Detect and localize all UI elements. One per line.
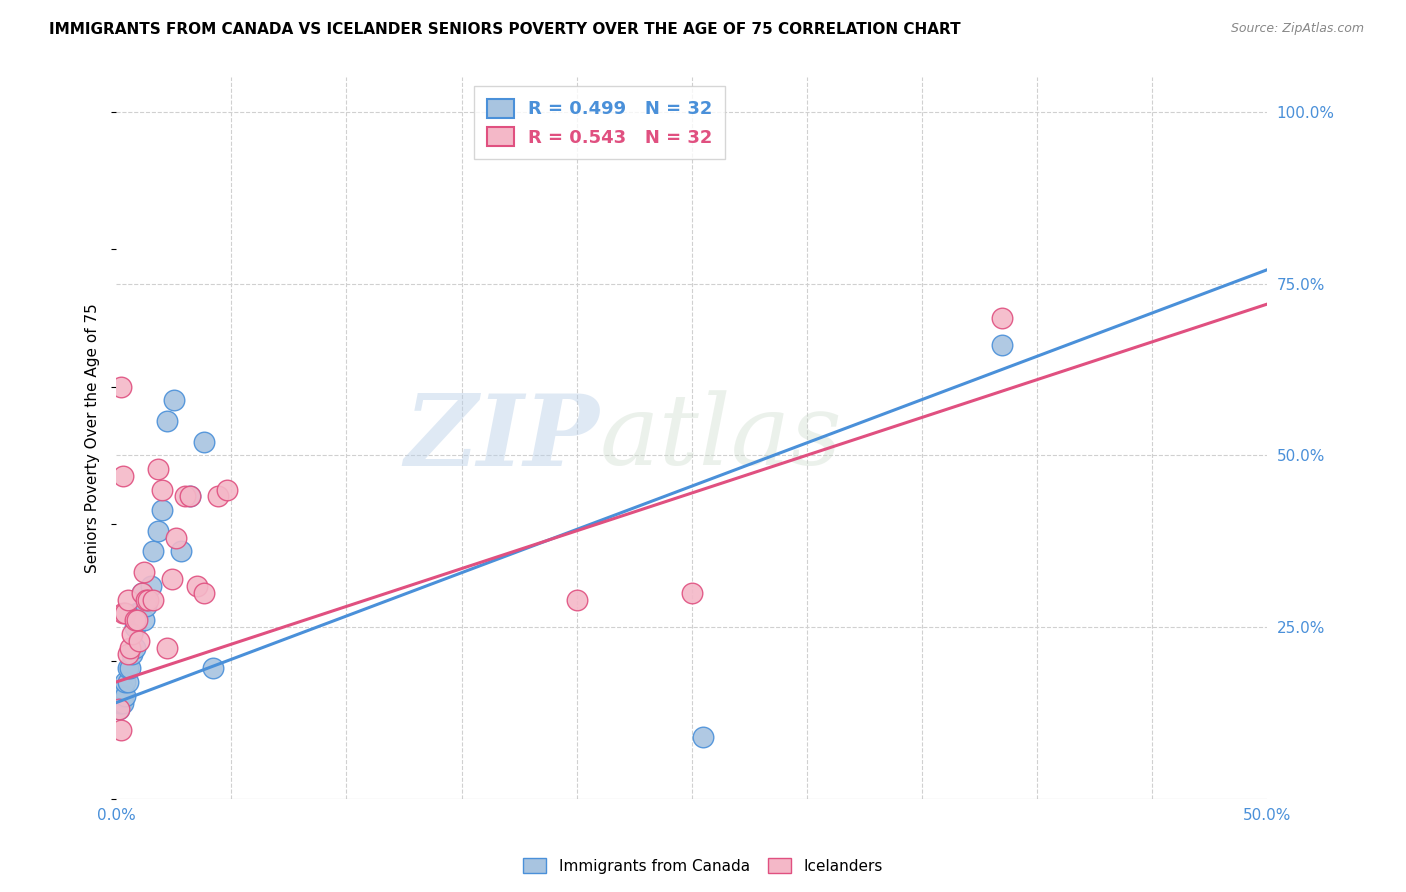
Point [110,379,132,393]
Point [121,648,143,662]
Text: ZIP: ZIP [405,390,599,486]
Point [991,310,1014,325]
Point [207,490,229,504]
Point [156,414,179,428]
Point [110,723,132,737]
Point [139,579,162,593]
Point [991,338,1014,352]
Point [163,393,186,408]
Point [681,585,703,599]
Point [124,640,146,655]
Point [120,661,142,675]
Point [112,689,135,703]
Point [117,661,139,675]
Point [156,640,179,655]
Point [107,696,129,710]
Point [186,579,208,593]
Point [135,592,157,607]
Point [565,592,588,607]
Point [120,640,142,655]
Text: atlas: atlas [599,391,842,486]
Point [193,585,215,599]
Point [112,696,135,710]
Point [135,599,157,614]
Point [110,689,132,703]
Point [215,483,238,497]
Point [114,675,136,690]
Point [128,633,150,648]
Point [138,592,160,607]
Point [114,689,136,703]
Point [107,702,129,716]
Point [142,592,165,607]
Legend: R = 0.499   N = 32, R = 0.543   N = 32: R = 0.499 N = 32, R = 0.543 N = 32 [474,87,725,160]
Point [114,607,136,621]
Point [150,483,173,497]
Point [160,572,183,586]
Point [132,613,155,627]
Point [150,503,173,517]
Point [131,585,153,599]
Point [121,627,143,641]
Point [193,434,215,449]
Point [124,620,146,634]
Point [124,613,146,627]
Point [692,730,714,744]
Point [110,696,132,710]
Point [125,607,148,621]
Point [125,613,148,627]
Point [170,544,193,558]
Point [112,681,135,696]
Point [201,661,224,675]
Point [142,544,165,558]
Legend: Immigrants from Canada, Icelanders: Immigrants from Canada, Icelanders [517,852,889,880]
Point [179,490,201,504]
Point [179,490,201,504]
Point [146,462,169,476]
Point [117,648,139,662]
Point [128,607,150,621]
Point [174,490,197,504]
Point [132,565,155,579]
Point [107,702,129,716]
Point [112,469,135,483]
Point [117,675,139,690]
Text: IMMIGRANTS FROM CANADA VS ICELANDER SENIORS POVERTY OVER THE AGE OF 75 CORRELATI: IMMIGRANTS FROM CANADA VS ICELANDER SENI… [49,22,960,37]
Y-axis label: Seniors Poverty Over the Age of 75: Seniors Poverty Over the Age of 75 [86,303,100,573]
Point [165,531,187,545]
Text: Source: ZipAtlas.com: Source: ZipAtlas.com [1230,22,1364,36]
Point [117,592,139,607]
Point [131,585,153,599]
Point [146,524,169,538]
Point [112,607,135,621]
